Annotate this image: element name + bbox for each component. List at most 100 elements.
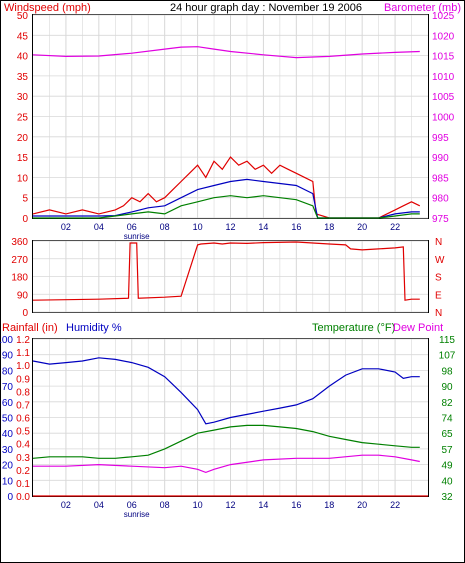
temperature-tick-label: 57 xyxy=(441,445,453,456)
rain-tick-label: 0.6 xyxy=(16,414,30,425)
x-tick-label: 16 xyxy=(291,500,301,510)
x-tick-label: 14 xyxy=(258,500,268,510)
x-tick-label: 18 xyxy=(324,500,334,510)
y-tick-label: 30 xyxy=(17,92,29,103)
x-tick-label: 06 xyxy=(127,500,137,510)
humidity-tick-label: 40 xyxy=(2,429,14,440)
y2-tick-label: S xyxy=(435,273,442,284)
y-tick-label: 10 xyxy=(17,173,29,184)
rainfall-axis-title: Rainfall (in) xyxy=(2,322,58,334)
y2-tick-label: 1025 xyxy=(432,11,455,22)
y-tick-label: 180 xyxy=(11,273,28,284)
temperature-tick-label: 65 xyxy=(441,429,453,440)
temperature-tick-label: 49 xyxy=(441,461,453,472)
x-tick-label: 18 xyxy=(324,222,334,232)
series-line-2-0 xyxy=(32,357,420,425)
x-tick-label: 06 xyxy=(127,222,137,232)
x-tick-label: 14 xyxy=(258,222,268,232)
y2-tick-label: 1005 xyxy=(432,92,455,103)
direction-panel-frame xyxy=(32,240,429,313)
x-tick-label: 02 xyxy=(61,500,71,510)
y2-tick-label: 1000 xyxy=(432,113,455,124)
y2-tick-label: 995 xyxy=(432,133,449,144)
y2-tick-label: N xyxy=(435,308,442,319)
sunrise-label: sunrise xyxy=(124,510,150,519)
rain-tick-label: 0.8 xyxy=(16,387,30,398)
x-tick-label: 10 xyxy=(193,222,203,232)
humidity-tick-label: 50 xyxy=(2,414,14,425)
rain-tick-label: 0.0 xyxy=(16,492,30,503)
y-tick-label: 50 xyxy=(17,11,29,22)
dewpoint-axis-title: Dew Point xyxy=(393,322,443,334)
series-line-0-2 xyxy=(33,195,420,219)
humidity-tick-label: 100 xyxy=(0,335,13,346)
y2-tick-label: 1010 xyxy=(432,72,455,83)
y-tick-label: 25 xyxy=(17,113,29,124)
y-tick-label: 5 xyxy=(22,194,28,205)
y-tick-label: 90 xyxy=(17,290,29,301)
temperature-tick-label: 90 xyxy=(441,382,453,393)
y-tick-label: 0 xyxy=(22,308,28,319)
humidity-tick-label: 80 xyxy=(2,366,14,377)
temperature-tick-label: 107 xyxy=(439,351,456,362)
temperature-tick-label: 82 xyxy=(441,398,453,409)
humidity-tick-label: 20 xyxy=(2,461,14,472)
humidity-tick-label: 30 xyxy=(2,445,14,456)
x-tick-label: 08 xyxy=(160,222,170,232)
x-tick-label: 20 xyxy=(357,222,367,232)
x-tick-label: 04 xyxy=(94,500,104,510)
x-tick-label: 12 xyxy=(225,500,235,510)
y-tick-label: 45 xyxy=(17,31,29,42)
y-tick-label: 40 xyxy=(17,52,29,63)
sunrise-label: sunrise xyxy=(124,232,150,241)
y-tick-label: 0 xyxy=(22,214,28,225)
y2-tick-label: 1015 xyxy=(432,52,455,63)
humidity-tick-label: 60 xyxy=(2,398,14,409)
wind-panel-frame xyxy=(32,14,429,219)
graph-title: 24 hour graph day : November 19 2006 xyxy=(170,2,362,14)
y-tick-label: 15 xyxy=(17,153,29,164)
rain-tick-label: 0.1 xyxy=(16,479,30,490)
series-line-2-1 xyxy=(32,424,420,459)
series-line-1-0 xyxy=(32,241,420,301)
rain-tick-label: 0.7 xyxy=(16,400,30,411)
rain-tick-label: 0.9 xyxy=(16,374,30,385)
temperature-tick-label: 40 xyxy=(441,476,453,487)
y2-tick-label: 1020 xyxy=(432,31,455,42)
rain-tick-label: 0.2 xyxy=(16,466,30,477)
x-tick-label: 22 xyxy=(390,500,400,510)
series-line-0-3 xyxy=(32,46,420,59)
x-tick-label: 12 xyxy=(225,222,235,232)
y2-tick-label: E xyxy=(435,290,442,301)
y-tick-label: 360 xyxy=(11,237,28,248)
series-line-2-2 xyxy=(33,454,420,474)
rain-tick-label: 0.5 xyxy=(16,427,30,438)
y2-tick-label: 980 xyxy=(432,194,449,205)
y-tick-label: 35 xyxy=(17,72,29,83)
humidity-tick-label: 70 xyxy=(2,382,14,393)
rain-tick-label: 1.1 xyxy=(16,348,30,359)
temperature-tick-label: 32 xyxy=(441,492,453,503)
rain-tick-label: 0.3 xyxy=(16,453,30,464)
temperature-axis-title: Temperature (°F) xyxy=(312,322,395,334)
x-tick-label: 04 xyxy=(94,222,104,232)
y2-tick-label: W xyxy=(435,255,445,266)
y-tick-label: 270 xyxy=(11,255,28,266)
temperature-tick-label: 98 xyxy=(441,366,453,377)
x-tick-label: 22 xyxy=(390,222,400,232)
barometer-axis-title: Barometer (mb) xyxy=(384,2,461,14)
x-tick-label: 20 xyxy=(357,500,367,510)
humidity-tick-label: 90 xyxy=(2,351,14,362)
rain-tick-label: 1.2 xyxy=(16,335,30,346)
rain-tick-label: 0.4 xyxy=(16,440,30,451)
temperature-tick-label: 115 xyxy=(439,335,455,346)
y2-tick-label: N xyxy=(435,237,442,248)
rain-tick-label: 1.0 xyxy=(16,361,30,372)
y2-tick-label: 990 xyxy=(432,153,449,164)
windspeed-axis-title: Windspeed (mph) xyxy=(4,2,91,14)
humidity-axis-title: Humidity % xyxy=(66,322,122,334)
humidity-tick-label: 10 xyxy=(2,476,14,487)
temperature-tick-label: 74 xyxy=(441,414,453,425)
